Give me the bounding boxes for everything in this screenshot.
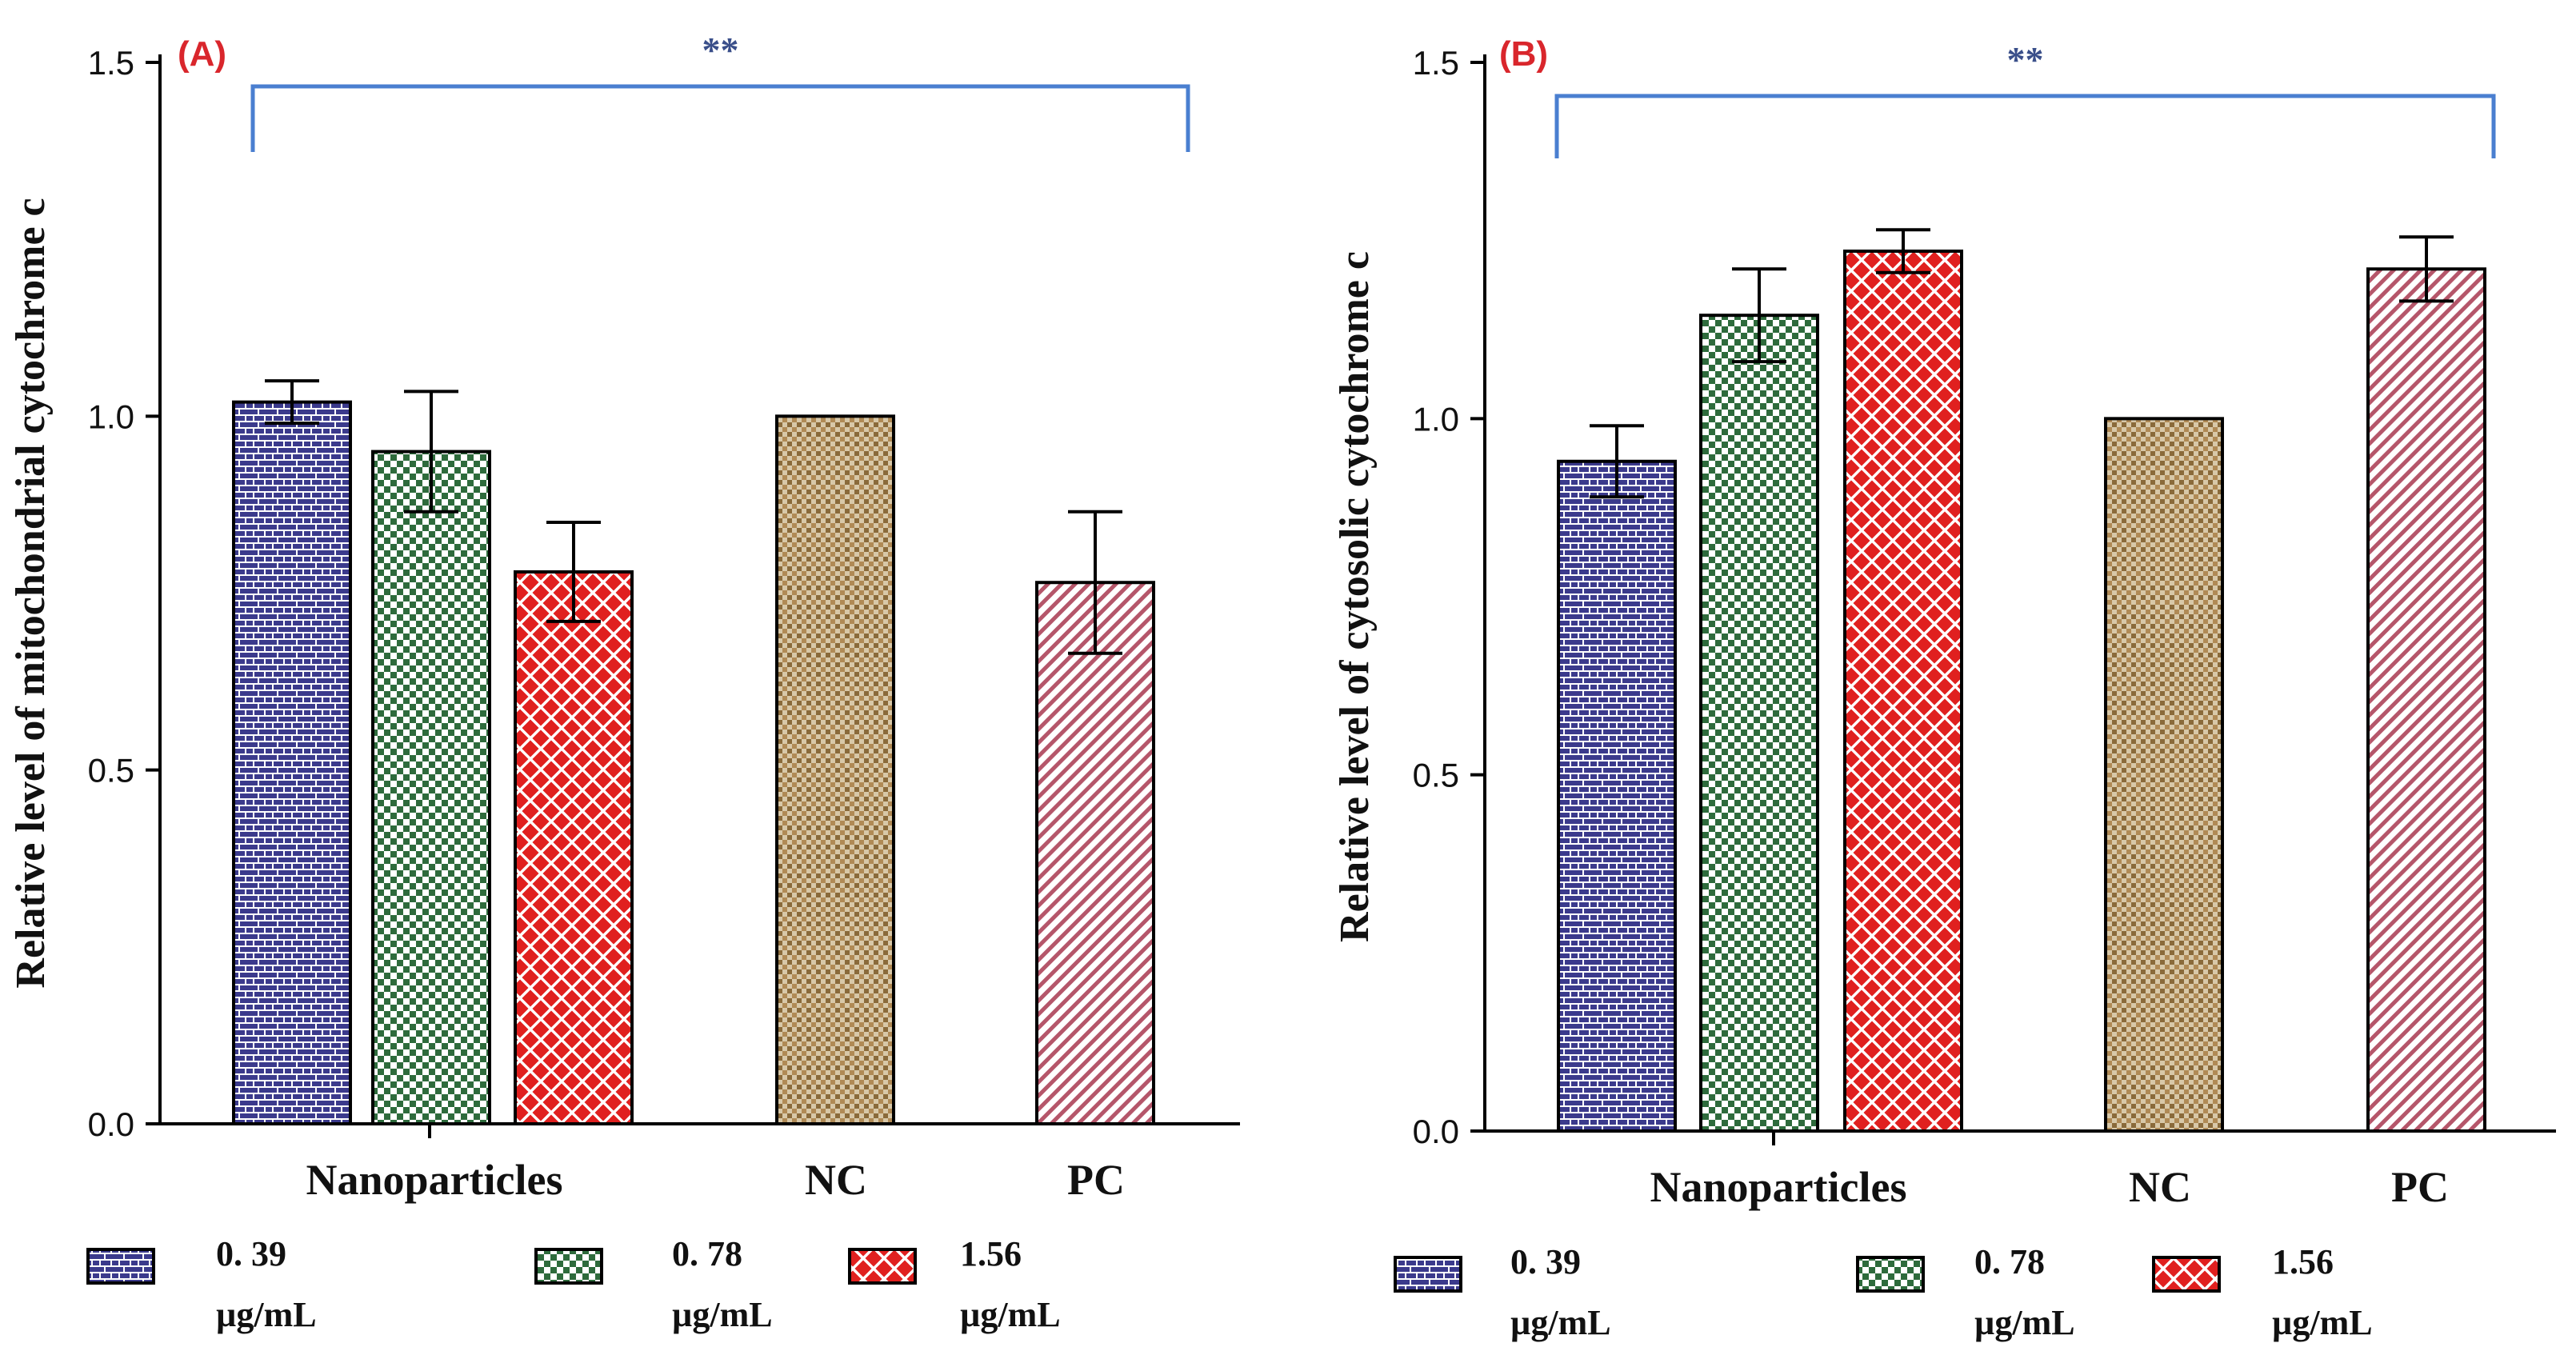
y-tick-label-b-3: 1.5: [1413, 44, 1459, 82]
legend-label-b-0-line2: µg/mL: [1510, 1303, 1611, 1342]
group-label-b-2: PC: [2391, 1163, 2449, 1211]
error-bar-a-nanoparticles-039: [265, 379, 319, 426]
y-tick-label-a-0: 0.0: [88, 1105, 134, 1143]
bar-a-pc: [1035, 581, 1155, 1125]
y-tick-label-a-3: 1.5: [88, 44, 134, 82]
bar-a-nc: [775, 414, 895, 1125]
bar-b-nanoparticles-156: [1843, 250, 1963, 1133]
significance-mark-b: **: [2007, 39, 2044, 80]
legend-swatch-b-0: [1394, 1256, 1462, 1293]
legend-item-a-0: 0. 39 µg/mL: [86, 1234, 317, 1334]
y-tick-label-a-2: 1.0: [88, 398, 134, 435]
bar-b-pc: [2366, 267, 2486, 1133]
legend-label-b-0-line1: 0. 39: [1510, 1242, 1581, 1281]
bar-b-nanoparticles-039: [1557, 459, 1677, 1133]
legend-item-b-0: 0. 39 µg/mL: [1394, 1242, 1611, 1342]
error-bar-b-nanoparticles-156: [1876, 228, 1930, 274]
panel-a-chart: (A) Relative level of mitochondrial cytoc…: [8, 30, 1240, 1204]
legend-label-b-2-line1: 1.56: [2272, 1242, 2334, 1281]
bar-b-nc: [2104, 417, 2224, 1133]
legend-item-a-1: 0. 78 µg/mL: [534, 1234, 773, 1334]
error-bar-a-pc: [1068, 510, 1122, 655]
group-label-a-1: NC: [805, 1156, 867, 1204]
group-label-b-1: NC: [2129, 1163, 2191, 1211]
legend-item-a-2: 1.56 µg/mL: [848, 1234, 1061, 1334]
legend-item-b-1: 0. 78 µg/mL: [1856, 1242, 2075, 1342]
legend-swatch-b-1: [1856, 1256, 1925, 1293]
error-bar-b-nanoparticles-078: [1732, 267, 1786, 364]
y-tick-label-b-2: 1.0: [1413, 400, 1459, 438]
y-axis-title-a: Relative level of mitochondrial cytochro…: [8, 198, 54, 988]
significance-bracket-a: [250, 84, 1190, 152]
legend-label-a-1-line1: 0. 78: [672, 1234, 742, 1273]
legend-swatch-b-2: [2152, 1256, 2221, 1293]
legend-label-b-1-line2: µg/mL: [1974, 1303, 2075, 1342]
panel-b-chart: (B) Relative level of cytosolic cytochrom…: [1332, 34, 2556, 1211]
legend-label-a-0-line2: µg/mL: [216, 1295, 317, 1334]
panel-label-a: (A): [178, 34, 226, 74]
group-label-b-0: Nanoparticles: [1650, 1163, 1907, 1211]
bar-a-nanoparticles-039: [232, 400, 352, 1125]
bar-b-nanoparticles-078: [1699, 314, 1819, 1133]
group-label-a-0: Nanoparticles: [306, 1156, 563, 1204]
significance-bracket-b: [1554, 94, 2496, 158]
legend-panel-b: 0. 39 µg/mL 0. 78 µg/mL 1.56 µg/mL: [1394, 1242, 2373, 1342]
significance-mark-a: **: [702, 30, 739, 70]
error-bar-b-nanoparticles-039: [1590, 424, 1644, 499]
legend-label-a-0-line1: 0. 39: [216, 1234, 286, 1273]
y-tick-label-a-1: 0.5: [88, 752, 134, 789]
legend-label-b-2-line2: µg/mL: [2272, 1303, 2373, 1342]
legend-swatch-a-1: [534, 1248, 603, 1285]
panel-label-b: (B): [1499, 34, 1548, 74]
legend-label-b-1-line1: 0. 78: [1974, 1242, 2045, 1281]
legend-swatch-a-2: [848, 1248, 917, 1285]
legend-label-a-2-line1: 1.56: [960, 1234, 1022, 1273]
bar-a-nanoparticles-078: [371, 450, 491, 1125]
y-axis-title-b: Relative level of cytosolic cytochrome c: [1332, 251, 1378, 942]
y-tick-label-b-0: 0.0: [1413, 1113, 1459, 1150]
error-bar-a-nanoparticles-156: [546, 521, 601, 623]
y-tick-label-b-1: 0.5: [1413, 757, 1459, 794]
bar-a-nanoparticles-156: [514, 570, 634, 1125]
error-bar-b-pc: [2399, 235, 2454, 303]
legend-label-a-1-line2: µg/mL: [672, 1295, 773, 1334]
legend-item-b-2: 1.56 µg/mL: [2152, 1242, 2373, 1342]
legend-swatch-a-0: [86, 1248, 155, 1285]
error-bar-a-nanoparticles-078: [404, 390, 458, 514]
legend-label-a-2-line2: µg/mL: [960, 1295, 1061, 1334]
legend-panel-a: 0. 39 µg/mL 0. 78 µg/mL 1.56 µg/mL: [86, 1234, 1061, 1334]
group-label-a-2: PC: [1067, 1156, 1125, 1204]
